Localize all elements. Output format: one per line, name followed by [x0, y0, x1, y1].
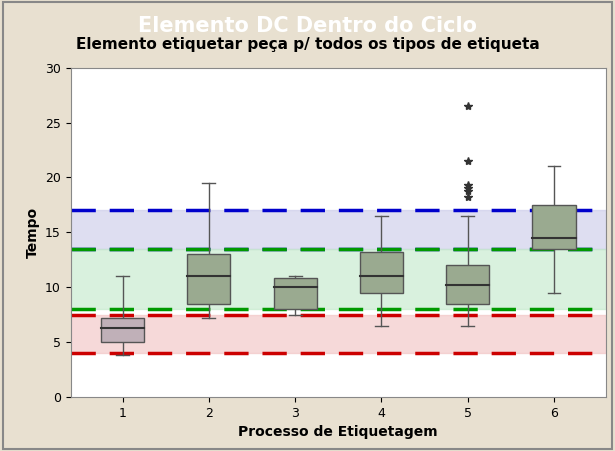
Y-axis label: Tempo: Tempo: [26, 207, 39, 258]
Bar: [446, 265, 490, 304]
Bar: [360, 252, 403, 293]
Bar: [274, 278, 317, 309]
Bar: [187, 254, 231, 304]
Bar: [533, 205, 576, 249]
Text: Elemento DC Dentro do Ciclo: Elemento DC Dentro do Ciclo: [138, 16, 477, 36]
X-axis label: Processo de Etiquetagem: Processo de Etiquetagem: [239, 425, 438, 439]
Text: Elemento etiquetar peça p/ todos os tipos de etiqueta: Elemento etiquetar peça p/ todos os tipo…: [76, 37, 539, 52]
Bar: [71, 210, 606, 249]
Bar: [101, 318, 144, 342]
Bar: [71, 315, 606, 353]
Bar: [71, 249, 606, 309]
